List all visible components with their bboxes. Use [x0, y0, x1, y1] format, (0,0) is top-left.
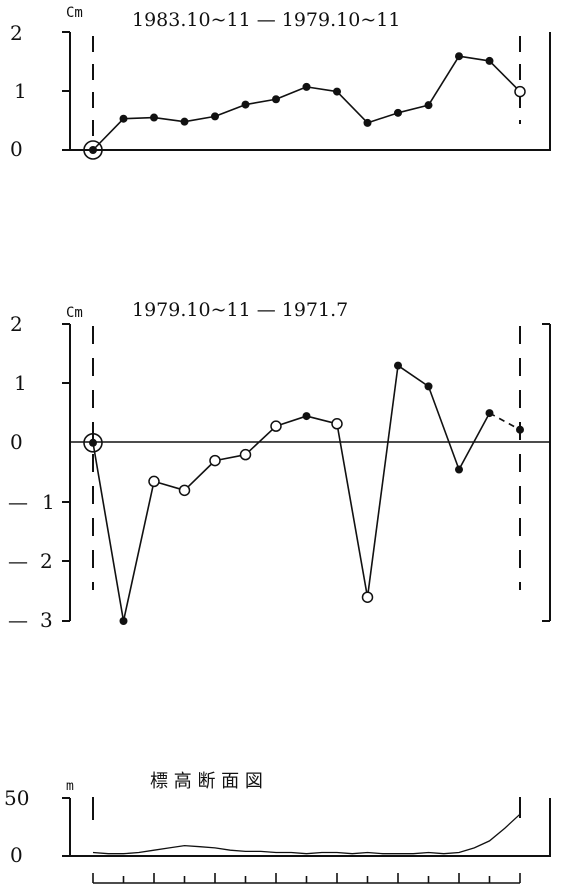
data-point-open — [270, 420, 282, 432]
series-segment — [427, 386, 460, 470]
data-point — [394, 108, 402, 117]
panel-1-title: 1983.10~11 — 1979.10~11 — [132, 9, 400, 31]
panel-3-frame — [69, 798, 551, 857]
panel-1-ytick-label: 1 — [14, 79, 27, 103]
panel-3-plot — [92, 813, 521, 855]
data-point-open — [209, 454, 221, 467]
reference-point — [89, 146, 97, 154]
series-segment — [123, 116, 155, 120]
panel-2-frame — [69, 324, 551, 621]
data-point — [455, 52, 463, 61]
data-point — [241, 100, 250, 109]
panel-2-ytick-dash: — — [8, 549, 28, 573]
panel-2-ytick-label: 2 — [10, 312, 23, 336]
data-point — [302, 82, 311, 91]
reference-point-ring — [83, 140, 103, 160]
panel-3: m 標 高 断 面 図 0 50 — [4, 771, 551, 884]
panel-2-ytick-label: 2 — [40, 549, 53, 573]
panel-2-ytick-label: 1 — [42, 490, 55, 514]
series-segment — [427, 55, 460, 106]
series-segment — [489, 412, 521, 431]
series-segment — [397, 104, 429, 114]
series-segment — [275, 86, 307, 101]
series-segment — [367, 112, 399, 124]
panel-3-ytick-label: 50 — [4, 786, 29, 810]
elevation-profile-line — [92, 813, 521, 855]
panel-1-ytick-label: 0 — [10, 137, 23, 161]
series-segment — [184, 115, 216, 123]
panel-3-ylabel: m — [66, 779, 74, 794]
data-point-open — [239, 448, 252, 461]
data-point — [272, 95, 280, 104]
panel-3-stations — [92, 873, 521, 883]
data-point — [211, 112, 219, 121]
series-segment — [458, 412, 491, 470]
data-point — [424, 101, 433, 110]
panel-2-plot — [83, 361, 524, 625]
panel-2-ytick-dash: — — [8, 608, 28, 632]
panel-2-ylabel: Cm — [66, 305, 83, 321]
data-point — [333, 87, 341, 96]
panel-1-ylabel: Cm — [66, 5, 83, 21]
series-segment — [336, 91, 369, 124]
data-point-open — [331, 418, 343, 430]
panel-1: Cm 1983.10~11 — 1979.10~11 0 1 2 — [10, 5, 551, 161]
data-point-open — [514, 85, 526, 98]
data-point — [455, 465, 463, 474]
panel-3-ytick-label: 0 — [10, 843, 23, 867]
series-segment — [397, 364, 429, 388]
data-point-open — [178, 484, 191, 497]
panel-2-ytick-label: 1 — [14, 371, 27, 395]
series-segment — [306, 86, 338, 93]
data-point — [150, 113, 158, 122]
panel-1-frame — [69, 32, 551, 151]
data-point — [485, 409, 494, 418]
series-segment — [244, 425, 277, 456]
data-point — [119, 114, 128, 123]
panel-3-title: 標 高 断 面 図 — [150, 771, 263, 792]
panel-2-ytick-label: 3 — [40, 608, 53, 632]
series-segment — [153, 116, 185, 123]
panel-2: Cm 1979.10~11 — 1971.7 2 1 0 1 2 3 — — — — [8, 299, 551, 632]
series-segment — [488, 60, 521, 93]
data-point — [516, 425, 524, 434]
panel-1-ytick-label: 2 — [10, 21, 23, 45]
panel-1-plot — [83, 52, 526, 160]
data-point — [302, 412, 311, 421]
series-segment — [336, 423, 369, 598]
reference-point — [89, 438, 97, 447]
data-point — [119, 617, 128, 625]
series-segment — [214, 103, 246, 118]
series-segment — [245, 98, 277, 106]
panel-2-ytick-label: 0 — [10, 430, 23, 454]
series-segment — [92, 118, 125, 151]
data-point — [180, 117, 189, 126]
series-segment — [122, 481, 155, 622]
data-point — [363, 118, 372, 127]
data-point — [485, 56, 494, 65]
series-segment — [183, 460, 216, 491]
reference-point-ring — [83, 432, 103, 453]
data-point — [424, 382, 433, 391]
series-segment — [458, 55, 490, 62]
data-point — [394, 361, 402, 370]
series-segment — [366, 365, 399, 598]
data-point-open — [148, 475, 160, 488]
series-segment — [92, 442, 125, 622]
data-point-open — [361, 591, 374, 603]
panel-2-title: 1979.10~11 — 1971.7 — [132, 299, 348, 321]
panel-2-ytick-dash: — — [8, 490, 28, 514]
